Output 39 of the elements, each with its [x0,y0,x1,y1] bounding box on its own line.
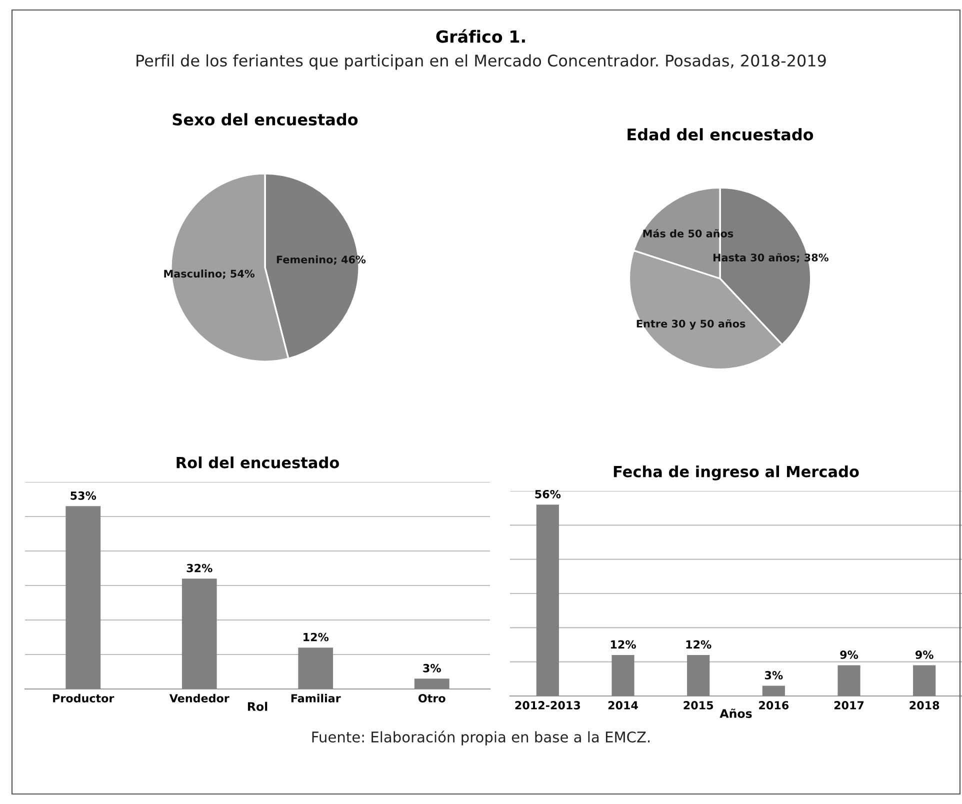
chart-title: Fecha de ingreso al Mercado [614,466,859,480]
chart-title: Edad del encuestado [628,128,814,141]
chart-title: Rol del encuestado [176,456,340,468]
bar [536,504,559,696]
x-tick-label: 2017 [834,701,864,710]
bar [913,665,936,696]
data-label: 12% [610,640,636,649]
data-label: 9% [840,650,858,659]
x-tick-label: 2012-2013 [515,701,580,710]
bar [612,655,634,696]
data-label: 3% [423,664,441,672]
x-axis-title: Rol [248,702,268,711]
data-label: 53% [70,491,96,500]
x-tick-label: Productor [53,694,114,702]
bar [838,665,860,696]
bar [762,686,785,696]
data-label: 12% [686,640,712,649]
data-label: 3% [764,671,783,680]
x-tick-label: Vendedor [169,694,230,702]
x-tick-label: 2018 [910,701,940,710]
x-axis-title: Años [720,708,752,718]
data-label: 12% [304,632,329,642]
text: Gráfico 1. [436,29,525,43]
source-note: Fuente: Elaboración propia en base a la EMCZ. [312,730,650,746]
data-label: 32% [186,564,212,572]
x-tick-label: Familiar [291,694,341,702]
x-tick-label: Otro [418,694,446,702]
x-tick-label: 2016 [759,701,789,710]
bar [182,578,217,689]
x-tick-label: 2015 [684,701,714,710]
data-label: 56% [535,490,561,498]
x-tick-label: 2014 [608,701,638,710]
bar [687,655,710,696]
bar [414,678,450,689]
bar [298,648,334,689]
bar [66,506,101,689]
chart-title: Sexo del encuestado [172,113,358,126]
data-label: 9% [915,650,934,659]
text: Perfil de los feriantes que participan en el Mercado Concentrador. Posadas, 2018-2019 [136,54,826,70]
